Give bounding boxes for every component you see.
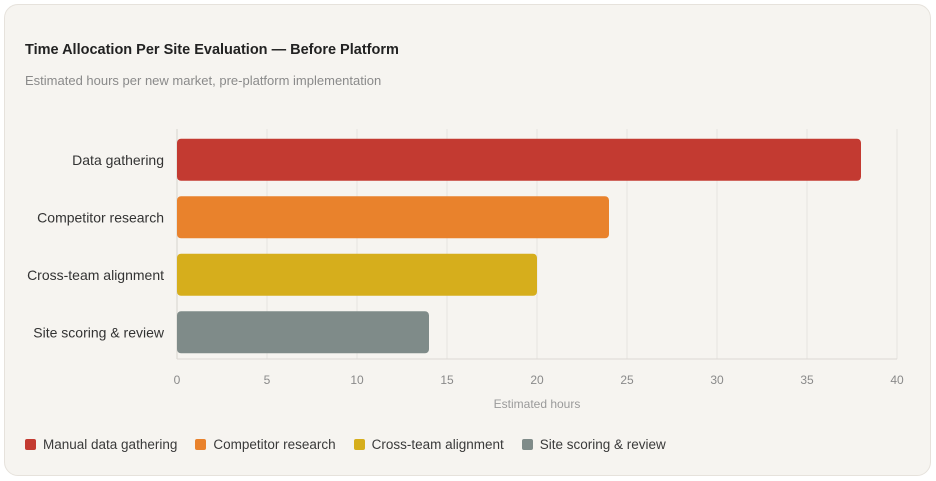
legend-swatch <box>353 439 365 450</box>
x-tick-labels: 0 5 10 15 20 25 30 35 40 <box>174 373 904 387</box>
category-label: Site scoring & review <box>33 324 165 340</box>
category-label: Data gathering <box>72 152 164 168</box>
bars <box>177 138 861 354</box>
x-tick-label: 15 <box>440 373 454 387</box>
bar[interactable] <box>177 311 429 354</box>
legend-label: Site scoring & review <box>539 437 666 452</box>
legend-item[interactable]: Cross-team alignment <box>353 437 504 452</box>
x-tick-label: 5 <box>264 373 271 387</box>
legend-label: Cross-team alignment <box>371 437 504 452</box>
bar[interactable] <box>177 253 537 296</box>
legend-item[interactable]: Manual data gathering <box>25 437 177 452</box>
category-label: Competitor research <box>37 209 164 225</box>
legend-swatch <box>195 439 207 450</box>
x-tick-label: 0 <box>174 373 181 387</box>
chart-title: Time Allocation Per Site Evaluation — Be… <box>25 42 399 58</box>
legend-label: Manual data gathering <box>43 437 178 452</box>
chart-card: Time Allocation Per Site Evaluation — Be… <box>4 4 931 476</box>
bar-chart: Data gathering Competitor research Cross-t… <box>27 129 904 411</box>
x-axis-label: Estimated hours <box>494 397 581 411</box>
x-tick-label: 10 <box>350 373 364 387</box>
x-tick-label: 25 <box>620 373 634 387</box>
legend-swatch <box>25 439 36 450</box>
bar[interactable] <box>177 196 609 239</box>
bar[interactable] <box>177 138 861 181</box>
x-tick-label: 40 <box>890 373 904 387</box>
x-tick-label: 35 <box>800 373 814 387</box>
x-tick-label: 30 <box>710 373 724 387</box>
category-label: Cross-team alignment <box>27 267 164 283</box>
legend-swatch <box>521 439 533 450</box>
chart-subtitle: Estimated hours per new market, pre-plat… <box>25 73 382 88</box>
category-labels: Data gathering Competitor research Cross-t… <box>27 152 165 341</box>
legend-label: Competitor research <box>213 437 336 452</box>
legend: Manual data gathering Competitor research… <box>25 437 684 452</box>
legend-item[interactable]: Site scoring & review <box>521 437 666 452</box>
x-tick-label: 20 <box>530 373 544 387</box>
legend-item[interactable]: Competitor research <box>195 437 336 452</box>
